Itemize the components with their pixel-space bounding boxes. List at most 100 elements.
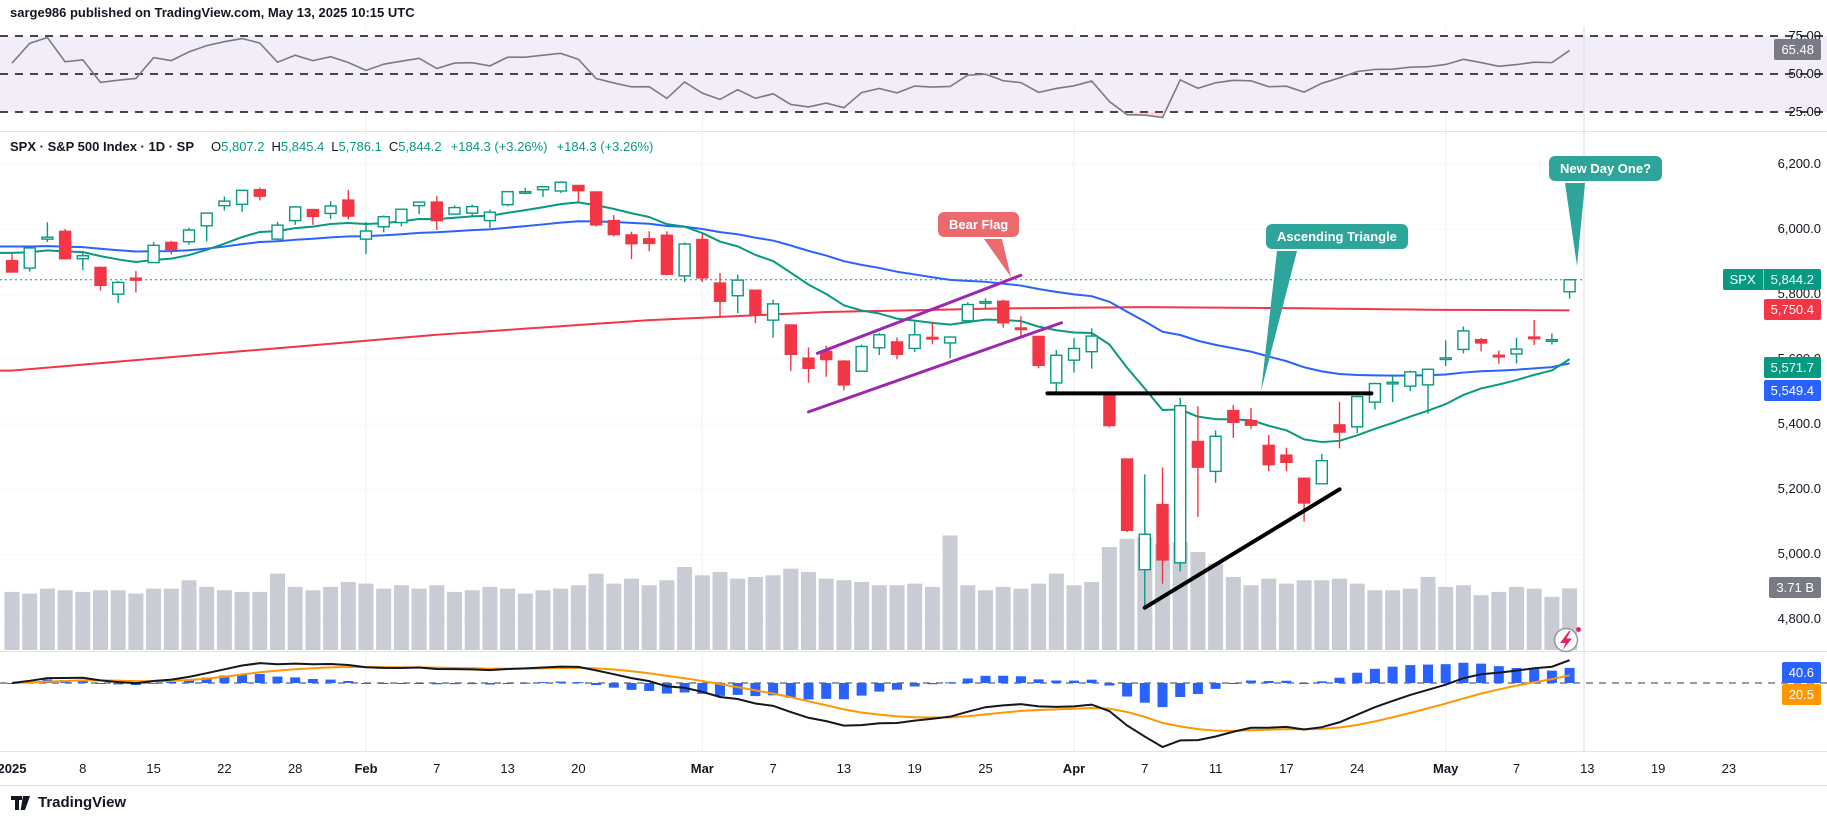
- volume-badge: 3.71 B: [1769, 577, 1821, 598]
- volume-bar: [1208, 563, 1224, 650]
- candle-down: [1227, 409, 1240, 423]
- macd-histogram-bar: [254, 673, 265, 683]
- candle-up: [235, 189, 249, 206]
- candles[interactable]: [5, 181, 1576, 609]
- moving-averages: [0, 201, 1571, 444]
- time-axis[interactable]: 2025 8 15 22 28 Feb 7 13 20 Mar 7 13 19 25 Apr 7 11 17 24 M…: [0, 752, 1827, 786]
- volume-bar: [871, 585, 887, 650]
- candle-down: [1262, 444, 1275, 466]
- signal-value-badge: 20.5: [1781, 684, 1821, 705]
- volume-bar: [606, 583, 622, 650]
- macd-histogram-bar: [821, 683, 832, 699]
- macd-histogram-bar: [1122, 683, 1133, 697]
- time-label: 2025: [0, 761, 27, 776]
- callout-bear-flag[interactable]: Bear Flag: [938, 212, 1020, 237]
- candle-up: [1421, 368, 1435, 386]
- rsi-badge: 65.48: [1774, 39, 1821, 60]
- macd-histogram-bar: [77, 680, 88, 683]
- candle-up: [448, 206, 461, 215]
- volume-bar: [393, 585, 409, 650]
- ma-blue-badge: 5,549.4: [1763, 380, 1821, 401]
- candle-down: [1032, 335, 1045, 367]
- volume-bar: [1119, 538, 1135, 650]
- candle-down: [5, 259, 19, 273]
- volume-bar: [960, 585, 976, 650]
- candle-down: [625, 234, 638, 245]
- time-label: May: [1433, 761, 1459, 776]
- macd-histogram-bar: [95, 683, 106, 684]
- volume-bar: [1190, 552, 1206, 650]
- volume-bar: [482, 586, 498, 650]
- macd-histogram-bar: [1458, 662, 1469, 683]
- volume-bar: [146, 588, 162, 650]
- macd-histogram-bar: [272, 676, 283, 683]
- volume-bar: [588, 573, 604, 650]
- time-label: 8: [79, 761, 87, 776]
- candle-down: [696, 238, 709, 279]
- macd-histogram-bar: [1352, 672, 1363, 683]
- footer: TradingView: [0, 786, 1827, 818]
- badge-value: 3.71 B: [1776, 580, 1814, 595]
- macd-histogram-bar: [1228, 683, 1239, 684]
- tradingview-brand[interactable]: TradingView: [38, 793, 127, 811]
- price-label: 6,200.0: [1777, 156, 1821, 171]
- macd-histogram-bar: [856, 683, 867, 696]
- candle-up: [1067, 347, 1081, 361]
- time-label: 19: [907, 761, 922, 776]
- volume-bar: [270, 573, 285, 650]
- callout-ascending-triangle[interactable]: Ascending Triangle: [1266, 224, 1408, 249]
- volume-bar: [942, 535, 958, 650]
- macd-pane[interactable]: [0, 659, 1827, 749]
- candle-up: [182, 229, 196, 243]
- candle-down: [342, 199, 355, 217]
- lightning-icon[interactable]: [1553, 627, 1581, 653]
- macd-histogram-bar: [732, 683, 743, 695]
- candle-up: [289, 206, 302, 222]
- tradingview-logo-icon[interactable]: [10, 793, 31, 811]
- symbol-title: SPX · S&P 500 Index · 1D · SP: [10, 139, 194, 154]
- callout-new-day-one[interactable]: New Day One?: [1549, 156, 1663, 181]
- macd-histogram-bar: [1086, 679, 1097, 683]
- candle-down: [1244, 419, 1258, 426]
- candle-up: [1545, 338, 1559, 342]
- volume-bar: [765, 575, 781, 650]
- time-label: 13: [836, 761, 852, 776]
- trendline-drawings[interactable]: [807, 273, 1374, 610]
- candle-down: [1191, 440, 1205, 468]
- macd-histogram-bar: [909, 683, 920, 687]
- macd-histogram-bar: [378, 683, 389, 684]
- candle-down: [58, 230, 72, 260]
- macd-histogram-bar: [1139, 683, 1150, 703]
- macd-histogram-bar: [573, 682, 584, 684]
- volume-bar: [163, 588, 179, 650]
- macd-histogram-bar: [1511, 667, 1522, 683]
- volume-bar: [216, 590, 232, 650]
- time-label: 22: [217, 761, 232, 776]
- candle-down: [165, 241, 178, 251]
- volume-bar: [1261, 578, 1277, 650]
- macd-histogram-bar: [608, 683, 619, 688]
- callout-pointers: [984, 183, 1585, 391]
- volume-bar: [517, 593, 533, 650]
- volume-bar: [836, 580, 852, 650]
- candle-up: [1386, 381, 1399, 385]
- rsi-pane[interactable]: [0, 35, 1827, 119]
- candle-up: [943, 336, 957, 344]
- volume-bar: [1491, 591, 1507, 650]
- candle-down: [802, 357, 815, 369]
- macd-histogram-bar: [838, 683, 849, 700]
- candle-up: [873, 334, 886, 349]
- macd-histogram-bar: [697, 683, 708, 694]
- volume-bar: [854, 581, 870, 650]
- candle-up: [395, 208, 408, 224]
- macd-histogram-bar: [1316, 681, 1327, 683]
- volume-bar: [39, 588, 55, 650]
- volume-bar: [340, 581, 356, 650]
- macd-histogram-bar: [201, 677, 212, 683]
- candle-up: [324, 205, 337, 215]
- pane-separators: [0, 26, 1827, 786]
- badge-value: 5,844.2: [1770, 272, 1814, 287]
- volume-bar: [1225, 576, 1241, 650]
